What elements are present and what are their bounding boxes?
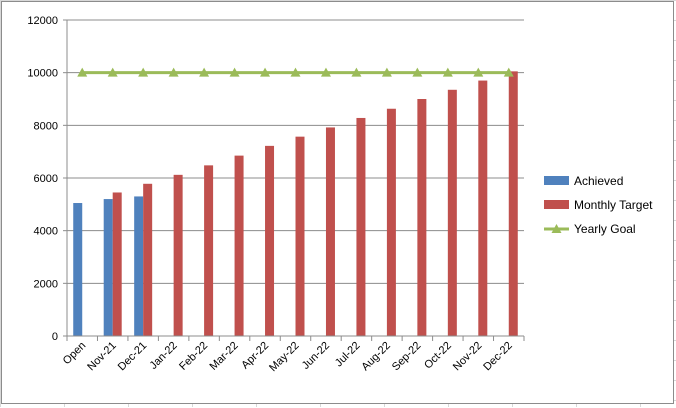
monthly-target-bar[interactable]: [417, 99, 427, 336]
y-tick-label: 6000: [34, 173, 58, 185]
monthly-target-bar[interactable]: [265, 145, 275, 336]
legend-swatch-achieved: [544, 176, 569, 185]
yearly-goal-marker[interactable]: [412, 67, 423, 77]
yearly-goal-marker[interactable]: [260, 67, 271, 77]
x-tick-label: Dec-22: [481, 340, 515, 374]
monthly-target-bar[interactable]: [356, 117, 366, 337]
y-tick-label: 0: [52, 331, 58, 343]
y-tick-label: 12000: [27, 15, 58, 27]
monthly-target-bar[interactable]: [478, 80, 488, 336]
legend-label-achieved: Achieved: [574, 174, 623, 188]
yearly-goal-marker[interactable]: [77, 67, 88, 77]
yearly-goal-marker[interactable]: [503, 67, 514, 77]
monthly-target-bar[interactable]: [204, 165, 214, 336]
monthly-target-bar[interactable]: [173, 174, 183, 336]
yearly-goal-marker[interactable]: [473, 67, 484, 77]
yearly-goal-marker[interactable]: [107, 67, 118, 77]
yearly-goal-marker[interactable]: [138, 67, 149, 77]
monthly-target-bar[interactable]: [143, 183, 153, 336]
monthly-target-bar[interactable]: [447, 89, 457, 337]
y-tick-label: 8000: [34, 120, 58, 132]
x-tick-label: Aug-22: [359, 340, 393, 374]
x-tick-label: Sep-22: [390, 340, 424, 374]
legend-marker-yearly-goal: [551, 224, 562, 233]
y-tick-label: 10000: [27, 68, 58, 80]
yearly-goal-marker[interactable]: [168, 67, 179, 77]
legend-swatch-monthly-target: [544, 200, 569, 209]
y-tick-label: 2000: [34, 278, 58, 290]
legend-label-yearly-goal: Yearly Goal: [574, 222, 636, 236]
x-tick-label: Jul-22: [333, 340, 363, 370]
x-tick-label: Jun-22: [300, 340, 332, 372]
monthly-target-bar[interactable]: [508, 71, 518, 336]
x-tick-label: Apr-22: [239, 340, 271, 372]
axes: [63, 19, 525, 341]
yearly-goal-line-group: [77, 67, 514, 77]
monthly-target-bar[interactable]: [112, 192, 122, 336]
yearly-goal-marker[interactable]: [199, 67, 210, 77]
x-tick-label: Mar-22: [208, 340, 241, 373]
achieved-bar[interactable]: [103, 199, 113, 336]
yearly-goal-marker[interactable]: [351, 67, 362, 77]
monthly-target-bar[interactable]: [295, 136, 305, 336]
x-tick-label: Jan-22: [147, 340, 179, 372]
y-tick-label: 4000: [34, 226, 58, 238]
x-tick-label: May-22: [267, 340, 301, 374]
x-tick-label: Feb-22: [177, 340, 210, 373]
yearly-goal-marker[interactable]: [290, 67, 301, 77]
achieved-bar[interactable]: [73, 203, 83, 336]
achieved-bar[interactable]: [134, 196, 144, 336]
x-tick-label: Nov-21: [85, 340, 119, 374]
legend: Achieved Monthly Target Yearly Goal: [544, 174, 653, 236]
x-tick-labels: OpenNov-21Dec-21Jan-22Feb-22Mar-22Apr-22…: [61, 340, 515, 374]
x-tick-label: Nov-22: [451, 340, 485, 374]
y-tick-labels: 0 2000 4000 6000 8000 10000 12000: [27, 15, 58, 343]
monthly-target-bar[interactable]: [386, 108, 396, 336]
yearly-goal-marker[interactable]: [229, 67, 240, 77]
x-tick-label: Open: [61, 340, 89, 368]
monthly-target-bar[interactable]: [234, 155, 244, 336]
monthly-target-bar[interactable]: [325, 127, 335, 336]
bars: [73, 71, 518, 337]
yearly-goal-marker[interactable]: [320, 67, 331, 77]
yearly-goal-marker[interactable]: [442, 67, 453, 77]
x-tick-label: Dec-21: [116, 340, 150, 374]
legend-label-monthly-target: Monthly Target: [574, 198, 653, 212]
yearly-goal-marker[interactable]: [381, 67, 392, 77]
x-tick-label: Oct-22: [422, 340, 454, 372]
